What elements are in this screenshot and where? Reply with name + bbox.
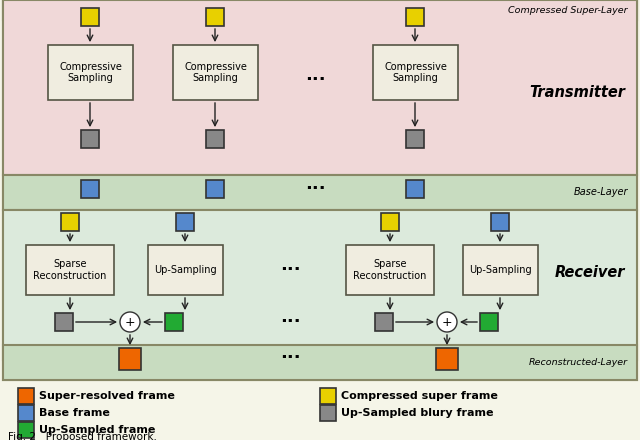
Circle shape xyxy=(120,312,140,332)
Text: ···: ··· xyxy=(280,313,300,331)
Bar xyxy=(81,130,99,148)
Bar xyxy=(346,245,434,295)
Bar xyxy=(3,210,637,360)
Bar xyxy=(3,345,637,380)
Bar xyxy=(406,130,424,148)
Bar xyxy=(165,313,183,331)
Bar xyxy=(18,422,34,438)
Bar xyxy=(381,213,399,231)
Bar xyxy=(206,130,224,148)
Bar xyxy=(3,0,637,20)
Bar xyxy=(18,405,34,421)
Text: Compressive
Sampling: Compressive Sampling xyxy=(384,62,447,83)
Text: ···: ··· xyxy=(305,180,325,198)
Bar xyxy=(436,348,458,370)
Text: Sparse
Reconstruction: Sparse Reconstruction xyxy=(33,259,107,281)
Text: Super-resolved frame: Super-resolved frame xyxy=(39,391,175,401)
Bar xyxy=(491,213,509,231)
Text: Compressed super frame: Compressed super frame xyxy=(341,391,498,401)
Bar xyxy=(81,8,99,26)
Text: Up-Sampled frame: Up-Sampled frame xyxy=(39,425,156,435)
Text: +: + xyxy=(125,315,135,329)
Text: Compressed Super-Layer: Compressed Super-Layer xyxy=(509,6,628,15)
Text: Base frame: Base frame xyxy=(39,408,110,418)
Circle shape xyxy=(437,312,457,332)
Bar xyxy=(320,405,336,421)
Bar xyxy=(55,313,73,331)
Text: Base-Layer: Base-Layer xyxy=(573,187,628,197)
Bar xyxy=(3,175,637,210)
Text: Fig. 2   Proposed framework.: Fig. 2 Proposed framework. xyxy=(8,432,157,440)
Bar xyxy=(48,45,133,100)
Bar xyxy=(26,245,114,295)
Text: Compressive
Sampling: Compressive Sampling xyxy=(59,62,122,83)
Text: Up-Sampling: Up-Sampling xyxy=(469,265,532,275)
Bar xyxy=(480,313,498,331)
Text: +: + xyxy=(442,315,452,329)
Bar xyxy=(463,245,538,295)
Bar xyxy=(406,8,424,26)
Text: Sparse
Reconstruction: Sparse Reconstruction xyxy=(353,259,427,281)
Bar xyxy=(320,388,336,404)
Bar xyxy=(18,388,34,404)
Bar xyxy=(176,213,194,231)
Bar xyxy=(206,180,224,198)
Bar xyxy=(148,245,223,295)
Text: Up-Sampling: Up-Sampling xyxy=(154,265,217,275)
Text: ···: ··· xyxy=(280,261,300,279)
Bar xyxy=(81,180,99,198)
Text: Reconstructed-Layer: Reconstructed-Layer xyxy=(529,357,628,367)
Bar xyxy=(173,45,258,100)
Bar xyxy=(61,213,79,231)
Bar xyxy=(406,180,424,198)
Text: ···: ··· xyxy=(305,71,325,89)
Text: Up-Sampled blury frame: Up-Sampled blury frame xyxy=(341,408,493,418)
Text: Receiver: Receiver xyxy=(554,264,625,279)
Bar xyxy=(3,0,637,175)
Bar xyxy=(373,45,458,100)
Text: ···: ··· xyxy=(280,349,300,367)
Bar xyxy=(3,0,637,380)
Bar xyxy=(206,8,224,26)
Bar xyxy=(375,313,393,331)
Bar xyxy=(119,348,141,370)
Text: Compressive
Sampling: Compressive Sampling xyxy=(184,62,247,83)
Text: Transmitter: Transmitter xyxy=(529,84,625,99)
